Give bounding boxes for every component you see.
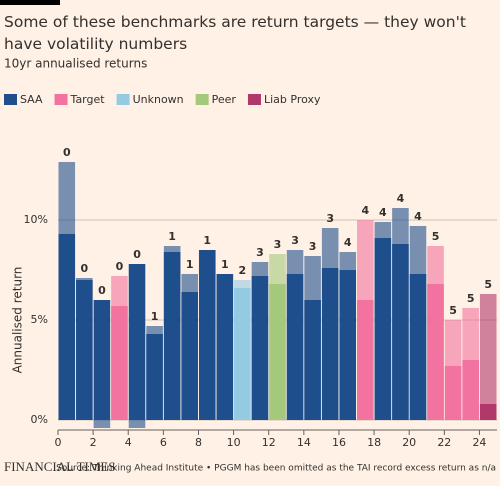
legend-label: Peer bbox=[212, 93, 237, 106]
bar bbox=[392, 244, 409, 420]
bar-light bbox=[128, 420, 146, 428]
bar bbox=[146, 334, 163, 420]
bar-annotation: 0 bbox=[133, 248, 141, 261]
bar-annotation: 3 bbox=[256, 246, 264, 259]
bar bbox=[286, 274, 304, 420]
bar-annotation: 1 bbox=[168, 230, 176, 243]
bar bbox=[181, 292, 198, 420]
x-tick-label: 4 bbox=[125, 436, 132, 449]
bar bbox=[357, 300, 374, 420]
y-tick-label: 10% bbox=[24, 213, 48, 226]
bar bbox=[374, 238, 392, 420]
legend-swatch bbox=[4, 94, 17, 105]
bar bbox=[339, 270, 357, 420]
y-tick-label: 5% bbox=[31, 313, 48, 326]
bar bbox=[163, 252, 181, 420]
bar-annotation: 4 bbox=[344, 236, 352, 249]
chart-title: Some of these benchmarks are return targ… bbox=[4, 13, 466, 53]
bar-annotation: 2 bbox=[239, 264, 247, 277]
legend-label: Unknown bbox=[133, 93, 184, 106]
bar bbox=[269, 284, 286, 420]
bar bbox=[409, 274, 427, 420]
x-tick-label: 20 bbox=[402, 436, 416, 449]
x-tick-label: 14 bbox=[297, 436, 311, 449]
brand: FINANCIAL TIMES bbox=[4, 459, 116, 474]
bar bbox=[321, 268, 339, 420]
bar-annotation: 3 bbox=[326, 212, 334, 225]
bar-annotation: 1 bbox=[221, 258, 229, 271]
bar-annotation: 0 bbox=[81, 262, 89, 275]
bar-annotation: 0 bbox=[63, 146, 71, 159]
legend-label: Liab Proxy bbox=[264, 93, 321, 106]
legend-swatch bbox=[195, 94, 209, 105]
bar bbox=[216, 274, 234, 420]
bar-annotation: 4 bbox=[379, 206, 387, 219]
bar bbox=[76, 280, 93, 420]
y-axis-label: Annualised return bbox=[11, 267, 25, 374]
bar-annotation: 1 bbox=[151, 310, 159, 323]
x-tick-label: 12 bbox=[262, 436, 276, 449]
bar-annotation: 3 bbox=[291, 234, 299, 247]
bar-annotation: 4 bbox=[414, 210, 422, 223]
bar bbox=[427, 284, 444, 420]
bar-annotation: 0 bbox=[98, 284, 106, 297]
bar bbox=[128, 264, 146, 420]
bar bbox=[304, 300, 321, 420]
legend-label: SAA bbox=[20, 93, 43, 106]
bar-annotation: 1 bbox=[186, 258, 194, 271]
x-tick-label: 6 bbox=[160, 436, 167, 449]
bar bbox=[479, 404, 497, 420]
bar bbox=[198, 250, 216, 420]
legend-label: Target bbox=[70, 93, 106, 106]
bar-annotation: 5 bbox=[467, 292, 475, 305]
bar-annotation: 5 bbox=[432, 230, 440, 243]
source: Source: Thinking Ahead Institute • PGGM … bbox=[56, 464, 496, 474]
bar bbox=[444, 366, 462, 420]
bar-light bbox=[93, 420, 111, 428]
bar-annotation: 5 bbox=[484, 278, 492, 291]
bar bbox=[251, 276, 269, 420]
x-tick-label: 16 bbox=[332, 436, 346, 449]
x-tick-label: 22 bbox=[437, 436, 451, 449]
bar bbox=[234, 288, 251, 420]
y-tick-label: 0% bbox=[31, 413, 48, 426]
x-tick-label: 18 bbox=[367, 436, 381, 449]
bar-light bbox=[479, 294, 497, 420]
title-rule bbox=[0, 0, 60, 5]
x-tick-label: 10 bbox=[227, 436, 241, 449]
bar-annotation: 4 bbox=[397, 192, 405, 205]
x-tick-label: 8 bbox=[195, 436, 202, 449]
legend-swatch bbox=[247, 94, 261, 105]
bar bbox=[58, 234, 76, 420]
bar-annotation: 4 bbox=[361, 204, 369, 217]
bar-annotation: 1 bbox=[203, 234, 211, 247]
bar-annotation: 0 bbox=[116, 260, 124, 273]
chart-subtitle: 10yr annualised returns bbox=[4, 57, 147, 71]
x-tick-label: 0 bbox=[55, 436, 62, 449]
bar bbox=[111, 306, 128, 420]
bar-annotation: 5 bbox=[449, 304, 457, 317]
bar bbox=[462, 360, 479, 420]
x-tick-label: 2 bbox=[90, 436, 97, 449]
bar-annotation: 3 bbox=[274, 238, 282, 251]
x-tick-label: 24 bbox=[472, 436, 486, 449]
bar bbox=[93, 300, 111, 420]
legend-swatch bbox=[54, 94, 68, 105]
legend-swatch bbox=[116, 94, 130, 105]
bar-annotation: 3 bbox=[309, 240, 317, 253]
